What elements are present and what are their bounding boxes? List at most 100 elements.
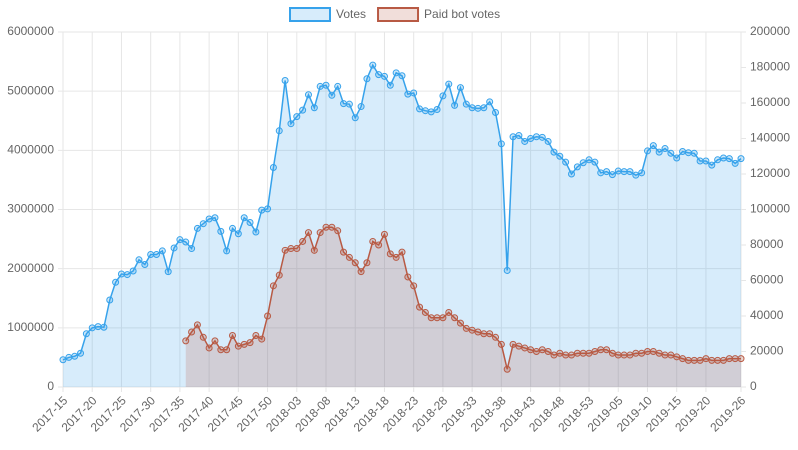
- point: [702, 355, 710, 363]
- legend-label: Paid bot votes: [424, 7, 500, 21]
- point: [725, 155, 733, 163]
- x-tick-label: 2019-26: [707, 393, 748, 434]
- point: [287, 245, 295, 253]
- point: [100, 323, 108, 331]
- point: [246, 339, 254, 347]
- point: [211, 214, 219, 222]
- point: [538, 346, 546, 354]
- point: [643, 348, 651, 355]
- point: [532, 348, 540, 355]
- point: [334, 82, 342, 90]
- point: [275, 127, 283, 135]
- point: [223, 247, 231, 255]
- point: [340, 100, 348, 108]
- point: [638, 349, 646, 357]
- point: [217, 346, 225, 354]
- point: [532, 133, 540, 141]
- point: [684, 356, 692, 364]
- point: [614, 351, 622, 359]
- point: [416, 105, 424, 113]
- point: [480, 104, 488, 112]
- point: [474, 328, 482, 336]
- point: [380, 230, 388, 238]
- point: [632, 349, 640, 357]
- point: [509, 133, 517, 141]
- point: [369, 237, 377, 245]
- point: [550, 351, 558, 359]
- point: [193, 321, 201, 329]
- y-tick-label: 4000000: [7, 143, 54, 157]
- y-tick-label: 1000000: [7, 320, 54, 334]
- point: [492, 108, 500, 116]
- point: [182, 238, 190, 246]
- point: [643, 147, 651, 155]
- point: [585, 156, 593, 164]
- point: [462, 100, 470, 108]
- point: [579, 159, 587, 167]
- point: [649, 348, 657, 355]
- point: [147, 250, 155, 258]
- point: [737, 155, 745, 163]
- point: [293, 245, 301, 253]
- point: [468, 104, 476, 112]
- y-tick-label: 0: [47, 379, 54, 393]
- y-tick-label: 6000000: [7, 24, 54, 38]
- point: [188, 328, 196, 336]
- point: [117, 270, 125, 278]
- point: [568, 351, 575, 359]
- point: [731, 159, 739, 167]
- point: [597, 346, 605, 354]
- y2-tick-label: 60000: [750, 273, 784, 287]
- point: [603, 168, 611, 176]
- point: [544, 348, 552, 355]
- point: [433, 314, 441, 322]
- point: [503, 365, 511, 373]
- point: [345, 100, 353, 108]
- point: [690, 149, 698, 157]
- point: [527, 346, 535, 354]
- point: [679, 148, 687, 156]
- y-tick-label: 3000000: [7, 202, 54, 216]
- point: [404, 90, 412, 98]
- point: [608, 171, 616, 179]
- point: [281, 77, 289, 85]
- point: [416, 303, 424, 311]
- point: [451, 314, 459, 322]
- point: [217, 227, 225, 235]
- point: [141, 261, 149, 269]
- point: [129, 267, 137, 275]
- point: [281, 246, 289, 254]
- point: [264, 312, 272, 320]
- point: [234, 230, 242, 238]
- point: [714, 356, 722, 364]
- point: [497, 140, 505, 148]
- point: [673, 353, 681, 361]
- point: [316, 82, 324, 90]
- point: [608, 349, 616, 357]
- point: [626, 351, 634, 359]
- point: [591, 348, 599, 355]
- point: [603, 346, 611, 354]
- point: [661, 145, 669, 153]
- point: [392, 253, 400, 261]
- point: [351, 114, 359, 122]
- point: [193, 224, 201, 232]
- point: [275, 271, 283, 279]
- point: [334, 227, 342, 235]
- point: [521, 137, 529, 145]
- point: [299, 106, 307, 114]
- point: [503, 266, 511, 274]
- point: [363, 75, 371, 83]
- point: [287, 120, 295, 128]
- point: [696, 356, 704, 364]
- point: [82, 330, 90, 338]
- point: [556, 152, 564, 160]
- point: [77, 349, 85, 357]
- point: [737, 355, 745, 363]
- point: [135, 256, 143, 264]
- point: [240, 214, 248, 222]
- point: [708, 356, 716, 364]
- point: [456, 319, 464, 327]
- point: [585, 349, 593, 357]
